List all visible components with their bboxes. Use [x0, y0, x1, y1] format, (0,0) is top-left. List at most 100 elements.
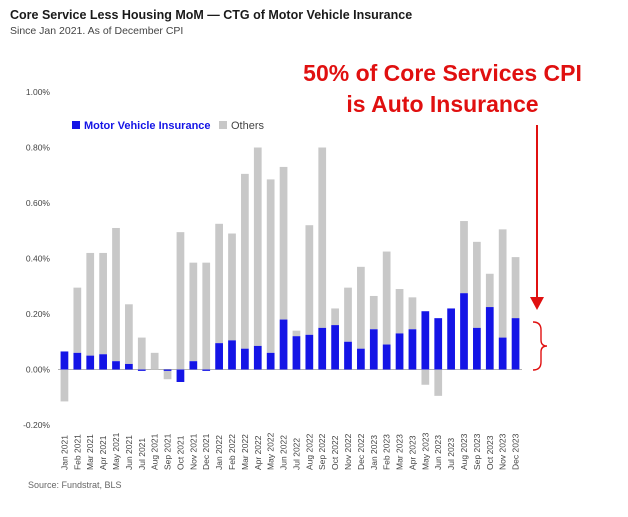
x-tick-label: Jun 2022	[279, 435, 289, 470]
bar-others	[137, 337, 146, 370]
bar-others	[434, 369, 443, 396]
x-tick-label: May 2022	[266, 432, 276, 470]
y-tick-label: 0.60%	[26, 198, 51, 208]
x-tick-label: Aug 2021	[150, 433, 160, 470]
x-tick-label: Mar 2023	[395, 434, 405, 470]
bar-motor-vehicle-insurance	[408, 329, 417, 370]
bar-others	[241, 173, 249, 349]
bar-others	[163, 370, 172, 380]
source-note: Source: Fundstrat, BLS	[28, 480, 122, 490]
bar-motor-vehicle-insurance	[344, 341, 352, 370]
x-tick-label: Jul 2021	[137, 438, 147, 470]
bar-motor-vehicle-insurance	[112, 361, 120, 370]
bar-motor-vehicle-insurance	[318, 327, 327, 370]
bar-motor-vehicle-insurance	[382, 344, 391, 370]
bar-motor-vehicle-insurance	[163, 369, 172, 371]
y-tick-label: 0.80%	[26, 143, 51, 153]
bar-others	[266, 179, 275, 353]
y-tick-label: 0.40%	[26, 254, 51, 264]
bar-others	[189, 262, 198, 362]
x-tick-label: Jul 2022	[291, 438, 301, 470]
x-tick-label: Feb 2022	[227, 434, 237, 470]
bar-others	[473, 241, 481, 328]
x-tick-label: Nov 2021	[188, 433, 198, 470]
x-tick-label: Dec 2023	[511, 433, 521, 470]
bar-others	[86, 252, 95, 356]
bar-others	[498, 229, 507, 338]
legend-label-others: Others	[231, 120, 265, 132]
bar-motor-vehicle-insurance	[176, 369, 185, 382]
x-tick-label: Nov 2022	[343, 433, 353, 470]
bar-others	[150, 352, 159, 370]
bar-motor-vehicle-insurance	[189, 361, 198, 370]
bar-motor-vehicle-insurance	[485, 307, 494, 370]
y-tick-label: 1.00%	[26, 87, 51, 97]
bar-motor-vehicle-insurance	[241, 348, 249, 370]
x-tick-label: Oct 2023	[485, 435, 495, 470]
bar-motor-vehicle-insurance	[447, 308, 455, 370]
chart-subtitle: Since Jan 2021. As of December CPI	[10, 25, 184, 37]
bar-motor-vehicle-insurance	[99, 354, 107, 370]
bar-others	[202, 262, 211, 370]
bar-motor-vehicle-insurance	[421, 311, 430, 370]
bar-motor-vehicle-insurance	[473, 327, 481, 370]
legend-swatch-others	[219, 121, 227, 129]
bar-others	[369, 295, 378, 330]
x-tick-label: Feb 2021	[72, 434, 82, 470]
x-tick-label: Sep 2023	[472, 433, 482, 470]
x-tick-label: Jan 2023	[369, 435, 379, 470]
bar-others	[279, 166, 288, 320]
bar-motor-vehicle-insurance	[228, 340, 236, 370]
bar-others	[228, 233, 236, 341]
bar-others	[125, 304, 133, 364]
bar-others	[395, 289, 404, 334]
bar-others	[215, 223, 223, 344]
bar-others	[292, 330, 301, 337]
x-tick-label: Jul 2023	[446, 438, 456, 470]
bar-motor-vehicle-insurance	[125, 363, 133, 370]
callout-annotation: 50% of Core Services CPI is Auto Insuran…	[270, 58, 615, 120]
x-tick-label: Jun 2021	[124, 435, 134, 470]
bar-others	[382, 251, 391, 345]
x-tick-label: Dec 2022	[356, 433, 366, 470]
y-tick-label: 0.20%	[26, 309, 51, 319]
callout-line-2: is Auto Insurance	[346, 91, 539, 117]
bar-others	[318, 147, 327, 328]
bar-motor-vehicle-insurance	[253, 345, 262, 370]
x-tick-label: Apr 2021	[98, 435, 108, 470]
bar-others	[176, 232, 185, 370]
bar-motor-vehicle-insurance	[511, 318, 520, 370]
x-tick-label: Nov 2023	[498, 433, 508, 470]
bar-motor-vehicle-insurance	[434, 318, 443, 370]
x-tick-label: Feb 2023	[382, 434, 392, 470]
chart-title: Core Service Less Housing MoM — CTG of M…	[10, 8, 413, 22]
x-tick-label: Dec 2021	[201, 433, 211, 470]
bar-motor-vehicle-insurance	[292, 336, 301, 370]
bar-others	[60, 369, 69, 402]
bar-others	[73, 287, 82, 353]
x-tick-label: May 2021	[111, 432, 121, 470]
bar-motor-vehicle-insurance	[498, 337, 507, 370]
bar-others	[460, 221, 468, 294]
x-tick-label: Mar 2022	[240, 434, 250, 470]
bar-motor-vehicle-insurance	[369, 329, 378, 370]
bar-others	[344, 287, 352, 342]
bar-motor-vehicle-insurance	[86, 355, 95, 370]
bar-motor-vehicle-insurance	[266, 352, 275, 370]
x-tick-label: Oct 2021	[175, 435, 185, 470]
bar-motor-vehicle-insurance	[215, 343, 223, 370]
bar-motor-vehicle-insurance	[137, 369, 146, 371]
bar-motor-vehicle-insurance	[279, 319, 288, 370]
x-tick-label: May 2023	[420, 432, 430, 470]
bar-motor-vehicle-insurance	[202, 369, 211, 371]
x-tick-label: Aug 2022	[304, 433, 314, 470]
bar-motor-vehicle-insurance	[331, 325, 339, 370]
y-tick-label: 0.00%	[26, 365, 51, 375]
x-tick-label: Jun 2023	[433, 435, 443, 470]
bar-motor-vehicle-insurance	[357, 348, 365, 370]
x-tick-label: Jan 2021	[59, 435, 69, 470]
x-tick-label: Apr 2022	[253, 435, 263, 470]
bar-motor-vehicle-insurance	[60, 351, 69, 370]
bar-others	[305, 225, 314, 335]
callout-brace	[532, 321, 548, 371]
